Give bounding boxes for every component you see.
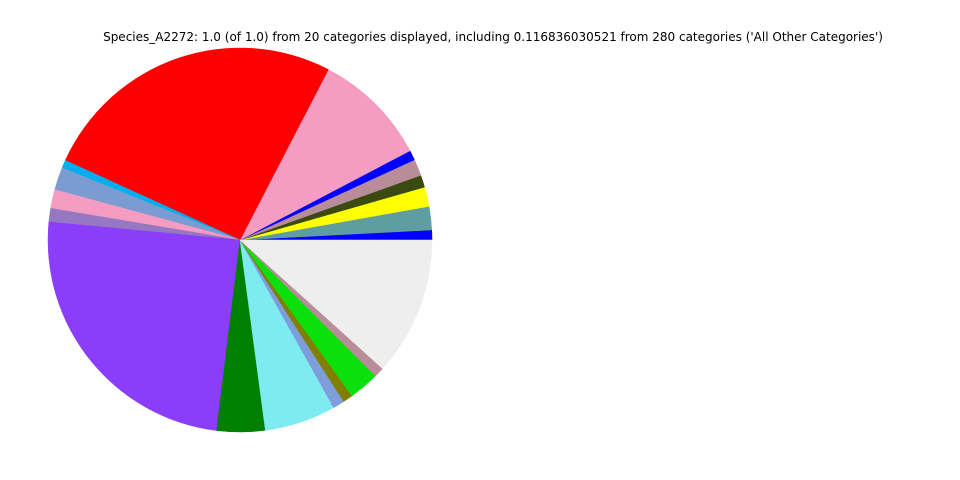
pie-slice-slice-07 <box>239 69 411 241</box>
pie-slice-slice-08 <box>64 47 329 241</box>
pie-slice-all-other-categories <box>239 239 433 369</box>
chart-title: Species_A2272: 1.0 (of 1.0) from 20 cate… <box>103 30 883 44</box>
pie-slice-slice-13 <box>47 221 241 431</box>
